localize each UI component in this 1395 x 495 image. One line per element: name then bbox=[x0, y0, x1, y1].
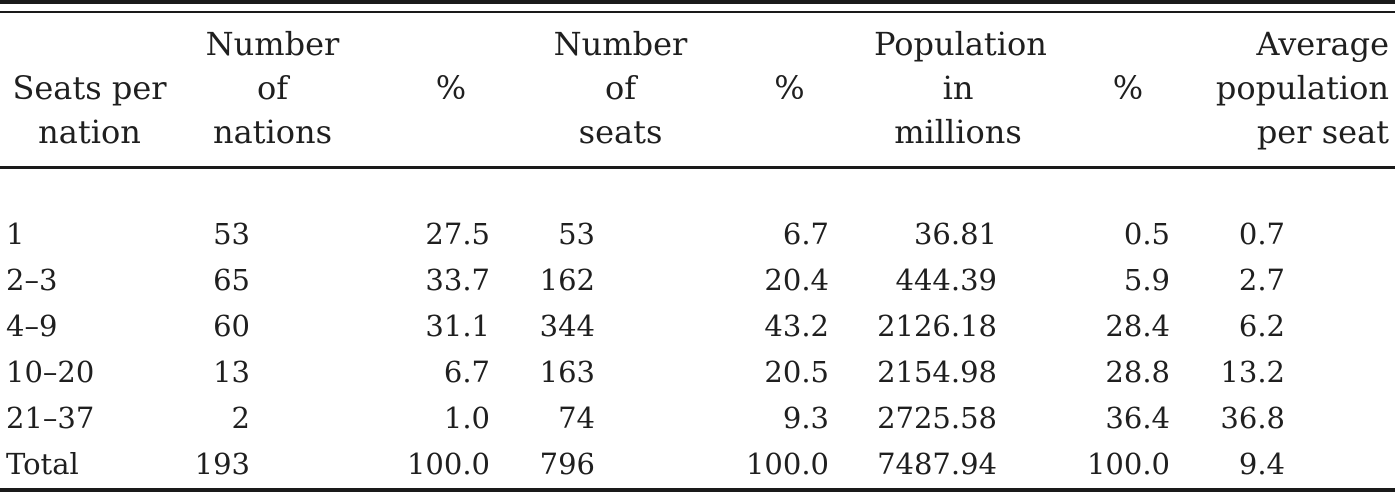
table-cell: 796 bbox=[539, 446, 595, 481]
header-line: Average bbox=[1256, 24, 1389, 63]
header-line: % bbox=[435, 68, 467, 107]
header-line: % bbox=[1112, 68, 1144, 107]
col-header-population-in-millions: Population in millions bbox=[874, 13, 1047, 167]
top-rule-gap bbox=[0, 4, 1395, 11]
col-header-pct-seats: % bbox=[705, 13, 874, 167]
table-cell: 2 bbox=[231, 400, 250, 435]
table-cell: 20.4 bbox=[764, 262, 829, 297]
table-cell: 36.4 bbox=[1105, 400, 1170, 435]
row-label: 2–3 bbox=[6, 262, 58, 297]
table-cell: 6.2 bbox=[1238, 308, 1285, 343]
table-cell: 74 bbox=[558, 400, 595, 435]
table-header: Seats per nation Number of nations % Num… bbox=[0, 13, 1395, 167]
table-cell: 31.1 bbox=[425, 308, 490, 343]
bottom-rule bbox=[0, 488, 1395, 492]
table-cell: 53 bbox=[213, 216, 250, 251]
table-cell: 444.39 bbox=[895, 262, 997, 297]
header-line: Population bbox=[874, 24, 1047, 63]
col-header-seats-per-nation: Seats per nation bbox=[0, 13, 179, 167]
header-line: nations bbox=[212, 112, 333, 151]
table-cell: 27.5 bbox=[425, 216, 490, 251]
top-rule-inner bbox=[0, 11, 1395, 13]
table-cell: 43.2 bbox=[764, 308, 829, 343]
table-cell: 9.4 bbox=[1238, 446, 1285, 481]
top-rule-outer bbox=[0, 0, 1395, 4]
table-cell: 2126.18 bbox=[877, 308, 997, 343]
table-cell: 0.7 bbox=[1238, 216, 1285, 251]
header-line: per seat bbox=[1256, 112, 1389, 151]
row-label: 1 bbox=[6, 216, 25, 251]
col-header-pct-population: % bbox=[1042, 13, 1214, 167]
header-line: of bbox=[256, 68, 289, 107]
table-cell: 28.4 bbox=[1105, 308, 1170, 343]
table-cell: 33.7 bbox=[425, 262, 490, 297]
table-cell: 13 bbox=[213, 354, 250, 389]
row-label: 4–9 bbox=[6, 308, 58, 343]
table-cell: 163 bbox=[539, 354, 595, 389]
row-label: Total bbox=[6, 446, 79, 481]
header-line: seats bbox=[578, 112, 663, 151]
col-header-number-of-nations: Number of nations bbox=[179, 13, 366, 167]
header-row: Seats per nation Number of nations % Num… bbox=[0, 13, 1395, 167]
table-cell: 20.5 bbox=[764, 354, 829, 389]
table-row: 1 53 27.5 53 6.7 36.81 0.5 0.7 bbox=[0, 167, 1395, 257]
table-cell: 100.0 bbox=[1086, 446, 1170, 481]
table-body: 1 53 27.5 53 6.7 36.81 0.5 0.7 2–3 65 33… bbox=[0, 167, 1395, 487]
table-cell: 2154.98 bbox=[877, 354, 997, 389]
table-cell: 53 bbox=[558, 216, 595, 251]
table-cell: 0.5 bbox=[1123, 216, 1170, 251]
table-cell: 344 bbox=[539, 308, 595, 343]
table-cell: 193 bbox=[194, 446, 250, 481]
col-header-average-population-per-seat: Average population per seat bbox=[1214, 13, 1395, 167]
seats-population-table: Seats per nation Number of nations % Num… bbox=[0, 13, 1395, 487]
table-row: 2–3 65 33.7 162 20.4 444.39 5.9 2.7 bbox=[0, 257, 1395, 303]
table-cell: 65 bbox=[213, 262, 250, 297]
table-cell: 1.0 bbox=[443, 400, 490, 435]
header-line: in millions bbox=[894, 68, 1022, 151]
table-cell: 2.7 bbox=[1238, 262, 1285, 297]
col-header-number-of-seats: Number of seats bbox=[536, 13, 705, 167]
header-line: Seats per bbox=[12, 68, 167, 107]
header-line: nation bbox=[38, 112, 141, 151]
col-header-pct-nations: % bbox=[366, 13, 536, 167]
header-line: % bbox=[774, 68, 805, 107]
table-cell: 7487.94 bbox=[877, 446, 997, 481]
table-cell: 36.8 bbox=[1220, 400, 1285, 435]
table-row: 10–20 13 6.7 163 20.5 2154.98 28.8 13.2 bbox=[0, 349, 1395, 395]
table-cell: 6.7 bbox=[782, 216, 829, 251]
table-row: 21–37 2 1.0 74 9.3 2725.58 36.4 36.8 bbox=[0, 395, 1395, 441]
header-line: Number bbox=[553, 24, 688, 63]
table-cell: 100.0 bbox=[406, 446, 490, 481]
row-label: 21–37 bbox=[6, 400, 95, 435]
header-line: Number bbox=[205, 24, 340, 63]
table-row-total: Total 193 100.0 796 100.0 7487.94 100.0 … bbox=[0, 441, 1395, 487]
table-cell: 6.7 bbox=[443, 354, 490, 389]
table-cell: 5.9 bbox=[1123, 262, 1170, 297]
table-cell: 36.81 bbox=[913, 216, 997, 251]
header-line: population bbox=[1215, 68, 1389, 107]
row-label: 10–20 bbox=[6, 354, 95, 389]
header-line: of bbox=[604, 68, 637, 107]
table-cell: 60 bbox=[213, 308, 250, 343]
table-cell: 9.3 bbox=[782, 400, 829, 435]
table-cell: 13.2 bbox=[1220, 354, 1285, 389]
table-cell: 162 bbox=[539, 262, 595, 297]
table-cell: 100.0 bbox=[745, 446, 829, 481]
table-cell: 2725.58 bbox=[877, 400, 997, 435]
table-row: 4–9 60 31.1 344 43.2 2126.18 28.4 6.2 bbox=[0, 303, 1395, 349]
table-cell: 28.8 bbox=[1105, 354, 1170, 389]
